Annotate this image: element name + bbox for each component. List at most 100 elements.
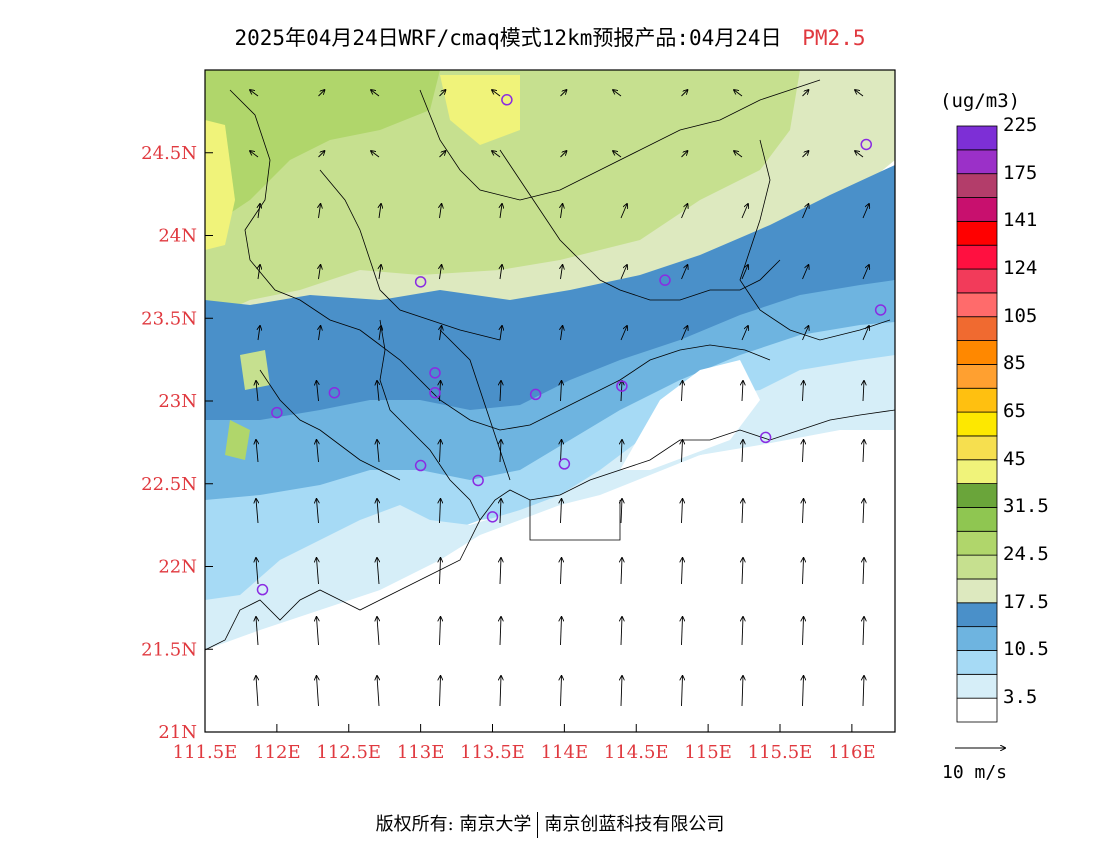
wind-arrow [317,617,319,646]
wind-arrow [500,440,501,463]
station-marker [558,458,571,470]
wind-arrow [440,204,442,219]
wind-arrow [500,381,501,402]
wind-arrow [682,440,683,463]
wind-arrow [377,499,379,524]
wind-arrow [377,617,379,646]
wind-arrow [317,440,319,463]
wind-arrow [863,676,864,707]
wind-arrow [803,558,804,585]
wind-arrow [682,381,683,402]
wind-arrow [318,90,325,97]
wind-arrow [863,440,864,463]
colorbar-label: 124 [1003,257,1038,280]
wind-arrow [371,90,380,97]
wind-reference-label: 10 m/s [942,762,1008,783]
wind-arrow [256,440,258,463]
wind-arrow [377,440,379,463]
wind-arrow [855,151,864,158]
colorbar-swatch [956,173,998,198]
wind-arrow [621,499,622,524]
station-marker [472,474,484,487]
colorbar-label: 24.5 [1003,543,1049,566]
wind-arrow [742,676,743,707]
lon-label: 115E [684,742,732,763]
colorbar-swatch [956,411,998,437]
wind-arrow [561,265,563,280]
footer-company: 南京创蓝科技有限公司 [544,814,725,835]
wind-arrow [621,558,622,585]
wind-arrow [741,265,748,280]
station-marker [271,406,283,419]
colorbar-label: 45 [1003,447,1026,470]
colorbar-label: 31.5 [1003,495,1049,518]
wind-arrow [862,204,869,219]
wind-arrow [256,558,258,585]
wind-arrow [318,151,325,158]
colorbar-swatch [956,149,998,175]
lat-label: 22N [158,557,197,578]
wind-arrow [863,381,864,402]
wind-arrow [802,326,809,341]
colorbar-swatch [956,697,998,723]
wind-arrow [863,558,864,585]
footer: 版权所有: 南京大学 南京创蓝科技有限公司 [0,810,1100,838]
wind-arrow [561,440,562,463]
wind-arrow [802,265,809,280]
wind-arrow [862,326,869,341]
wind-arrow [561,676,562,707]
wind-arrow [681,90,688,97]
wind-arrow [492,151,501,158]
wind-arrow [742,558,743,585]
wind-arrow [500,204,502,219]
wind-arrow [258,326,260,341]
colorbar-swatch [956,435,998,461]
wind-arrow [256,676,258,707]
wind-arrow [561,326,563,341]
colorbar-swatch [956,602,998,628]
wind-arrow [500,326,502,341]
wind-arrow [803,499,804,524]
colorbar-label: 105 [1003,304,1038,327]
station-marker [874,304,887,316]
wind-arrow [379,326,381,341]
wind-arrow [317,676,319,707]
lon-label: 115.5E [748,742,813,763]
colorbar-label: 141 [1003,209,1038,232]
lat-label: 21N [158,722,197,743]
page-title: 2025年04月24日WRF/cmaq模式12km预报产品:04月24日 PM2… [0,22,1100,52]
wind-arrow [377,381,379,402]
station-marker [414,276,427,288]
footer-separator [537,812,539,838]
wind-arrow [561,558,562,585]
wind-arrow [440,617,441,646]
wind-arrow [742,381,743,402]
wind-arrow [741,326,748,341]
wind-arrow [742,617,743,646]
footer-copyright: 版权所有: 南京大学 [375,814,532,835]
colorbar-swatch [956,244,998,270]
colorbar-swatch [956,483,998,508]
colorbar-label: 3.5 [1003,686,1038,709]
colorbar-swatch [956,507,998,532]
lon-label: 112.5E [316,742,381,763]
colorbar-swatch [956,340,998,365]
wind-arrow [256,381,258,402]
colorbar-swatch [956,650,998,675]
wind-arrow [560,151,567,158]
colorbar-label: 17.5 [1003,590,1049,613]
wind-arrow [742,499,743,524]
lon-label: 111.5E [173,742,238,763]
wind-arrow [492,90,501,97]
wind-arrow [250,90,259,97]
colorbar-label: 85 [1003,352,1026,375]
wind-arrow [560,90,567,97]
lat-label: 23N [158,391,197,412]
station-marker [414,459,427,472]
wind-arrow [802,204,809,219]
longitude-axis: 111.5E 112E 112.5E 113E 113.5E 114E 114.5E 115E… [173,724,876,763]
wind-arrow [317,381,319,402]
title-pollutant: PM2.5 [802,26,866,50]
wind-arrow [440,326,442,341]
station-marker [486,511,499,523]
